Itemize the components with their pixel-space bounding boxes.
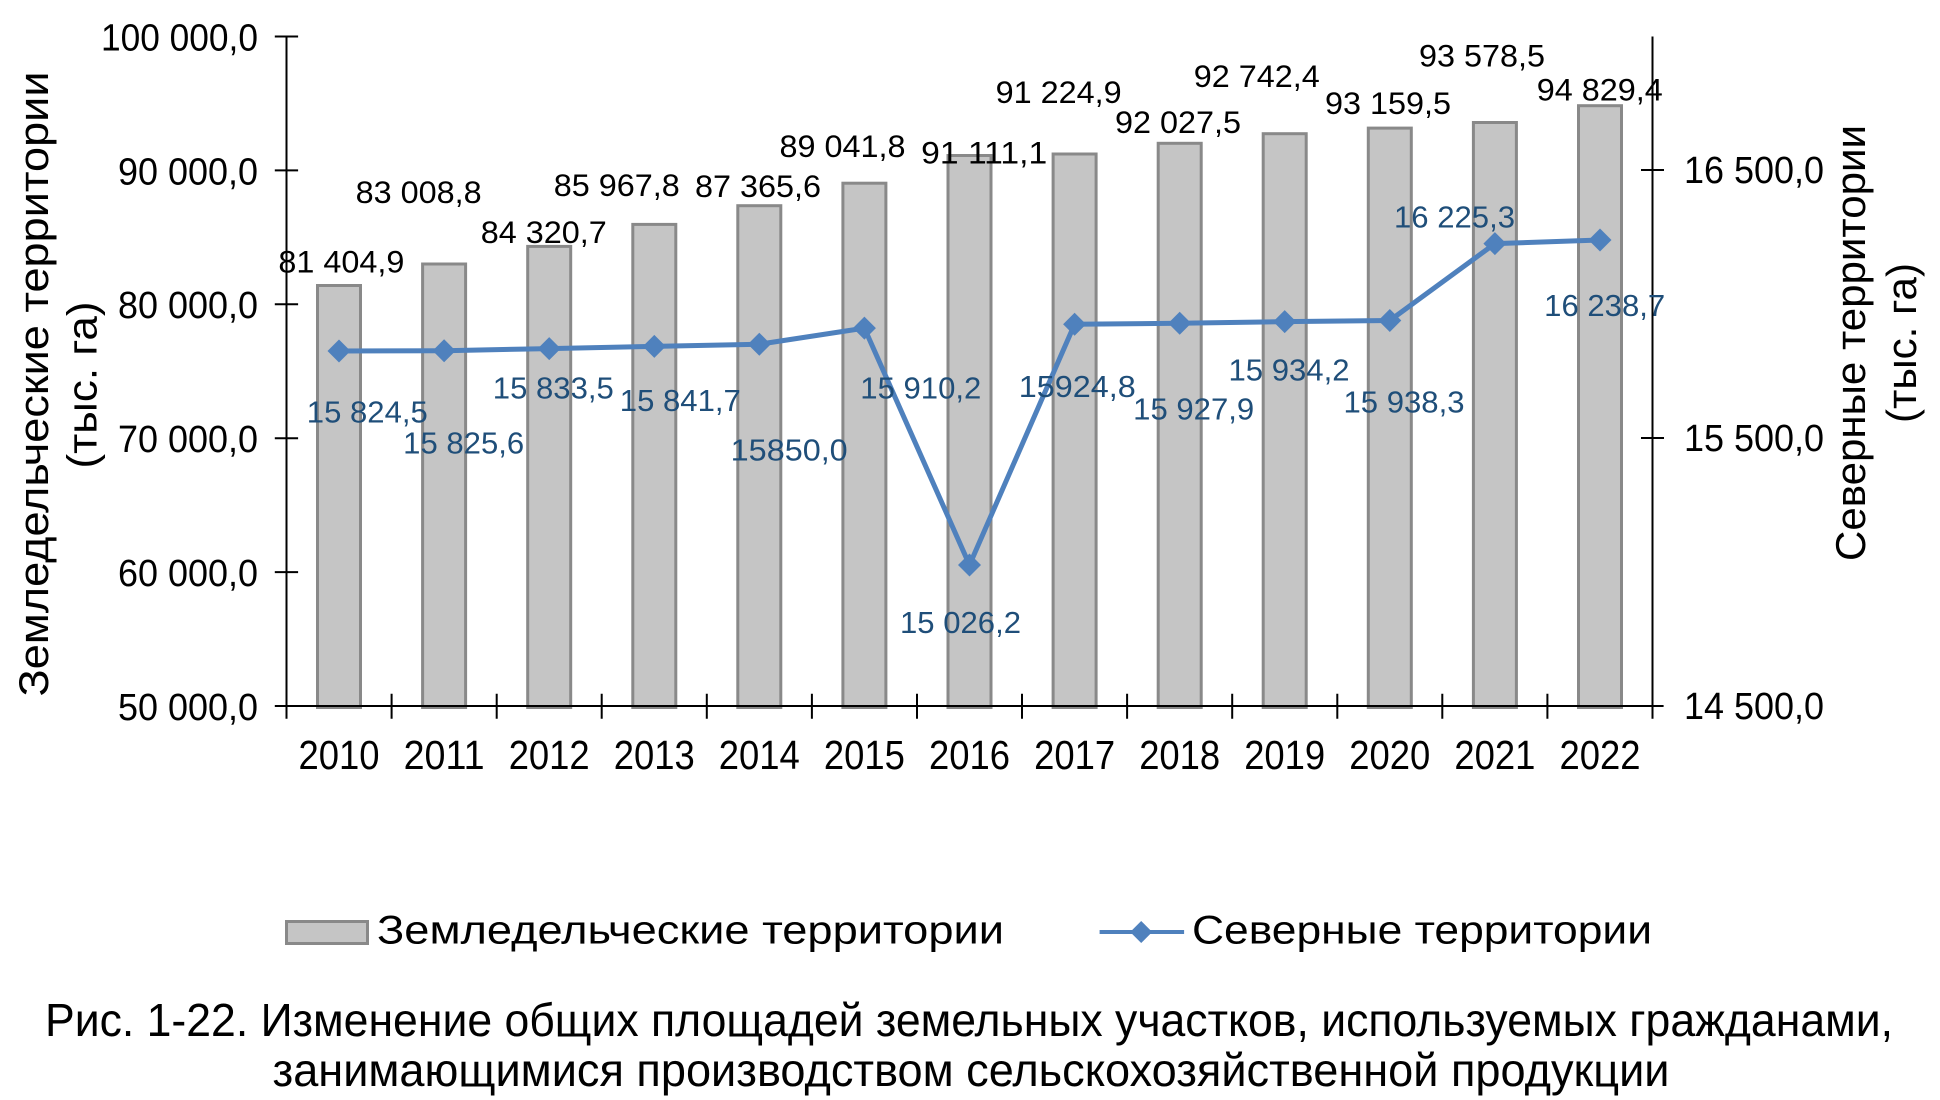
svg-text:80 000,0: 80 000,0 (118, 285, 258, 327)
svg-text:2010: 2010 (299, 732, 380, 778)
svg-text:Северные территории: Северные территории (1192, 909, 1652, 953)
svg-text:87 365,6: 87 365,6 (695, 168, 821, 204)
svg-text:94 829,4: 94 829,4 (1537, 72, 1663, 108)
svg-text:93 159,5: 93 159,5 (1325, 85, 1451, 121)
svg-text:15 825,6: 15 825,6 (403, 427, 524, 461)
svg-text:83 008,8: 83 008,8 (356, 174, 482, 210)
svg-text:(тыс. га): (тыс. га) (59, 302, 106, 469)
svg-text:2018: 2018 (1139, 732, 1220, 778)
svg-text:2016: 2016 (929, 732, 1010, 778)
svg-text:2019: 2019 (1244, 732, 1325, 778)
svg-text:60 000,0: 60 000,0 (118, 553, 258, 595)
svg-text:16 238,7: 16 238,7 (1544, 289, 1665, 323)
svg-text:90 000,0: 90 000,0 (118, 151, 258, 193)
svg-text:50 000,0: 50 000,0 (118, 687, 258, 729)
svg-text:91 224,9: 91 224,9 (996, 74, 1122, 110)
svg-text:93 578,5: 93 578,5 (1419, 38, 1545, 74)
svg-text:16 500,0: 16 500,0 (1684, 150, 1824, 192)
svg-text:15924,8: 15924,8 (1019, 370, 1136, 404)
svg-text:2017: 2017 (1034, 732, 1115, 778)
svg-text:2012: 2012 (509, 732, 590, 778)
svg-text:2021: 2021 (1454, 732, 1535, 778)
svg-text:2014: 2014 (719, 732, 800, 778)
svg-text:15 841,7: 15 841,7 (620, 384, 741, 418)
svg-text:Рис. 1-22. Изменение общих пло: Рис. 1-22. Изменение общих площадей земе… (45, 994, 1893, 1046)
svg-text:2022: 2022 (1560, 732, 1641, 778)
svg-text:100 000,0: 100 000,0 (101, 17, 258, 59)
svg-text:Земледельческие территории: Земледельческие территории (10, 72, 57, 697)
svg-text:2011: 2011 (404, 732, 485, 778)
svg-text:2015: 2015 (824, 732, 905, 778)
svg-text:16 225,3: 16 225,3 (1394, 201, 1515, 235)
svg-text:91 111,1: 91 111,1 (921, 135, 1047, 171)
svg-text:70 000,0: 70 000,0 (118, 419, 258, 461)
svg-text:(тыс. га): (тыс. га) (1878, 263, 1925, 423)
svg-text:занимающимися производством се: занимающимися производством сельскохозяй… (273, 1044, 1670, 1096)
svg-text:15 833,5: 15 833,5 (493, 372, 614, 406)
svg-text:15 934,2: 15 934,2 (1229, 354, 1350, 388)
svg-text:85 967,8: 85 967,8 (554, 167, 680, 203)
svg-text:Земледельческие территории: Земледельческие территории (377, 909, 1004, 953)
svg-text:2020: 2020 (1349, 732, 1430, 778)
svg-text:15 938,3: 15 938,3 (1344, 386, 1465, 420)
svg-text:15 824,5: 15 824,5 (307, 395, 428, 429)
svg-text:84 320,7: 84 320,7 (481, 214, 607, 250)
svg-text:81 404,9: 81 404,9 (278, 244, 404, 280)
svg-text:89 041,8: 89 041,8 (780, 128, 906, 164)
svg-text:2013: 2013 (614, 732, 695, 778)
svg-text:15 026,2: 15 026,2 (900, 606, 1021, 640)
svg-text:15850,0: 15850,0 (731, 434, 848, 468)
svg-text:Северные территории: Северные территории (1827, 125, 1874, 561)
svg-text:15 910,2: 15 910,2 (860, 372, 981, 406)
svg-text:15 500,0: 15 500,0 (1684, 418, 1824, 460)
svg-text:92 742,4: 92 742,4 (1194, 58, 1320, 94)
svg-text:15 927,9: 15 927,9 (1133, 393, 1254, 427)
svg-text:14 500,0: 14 500,0 (1684, 686, 1824, 728)
svg-text:92 027,5: 92 027,5 (1115, 104, 1241, 140)
